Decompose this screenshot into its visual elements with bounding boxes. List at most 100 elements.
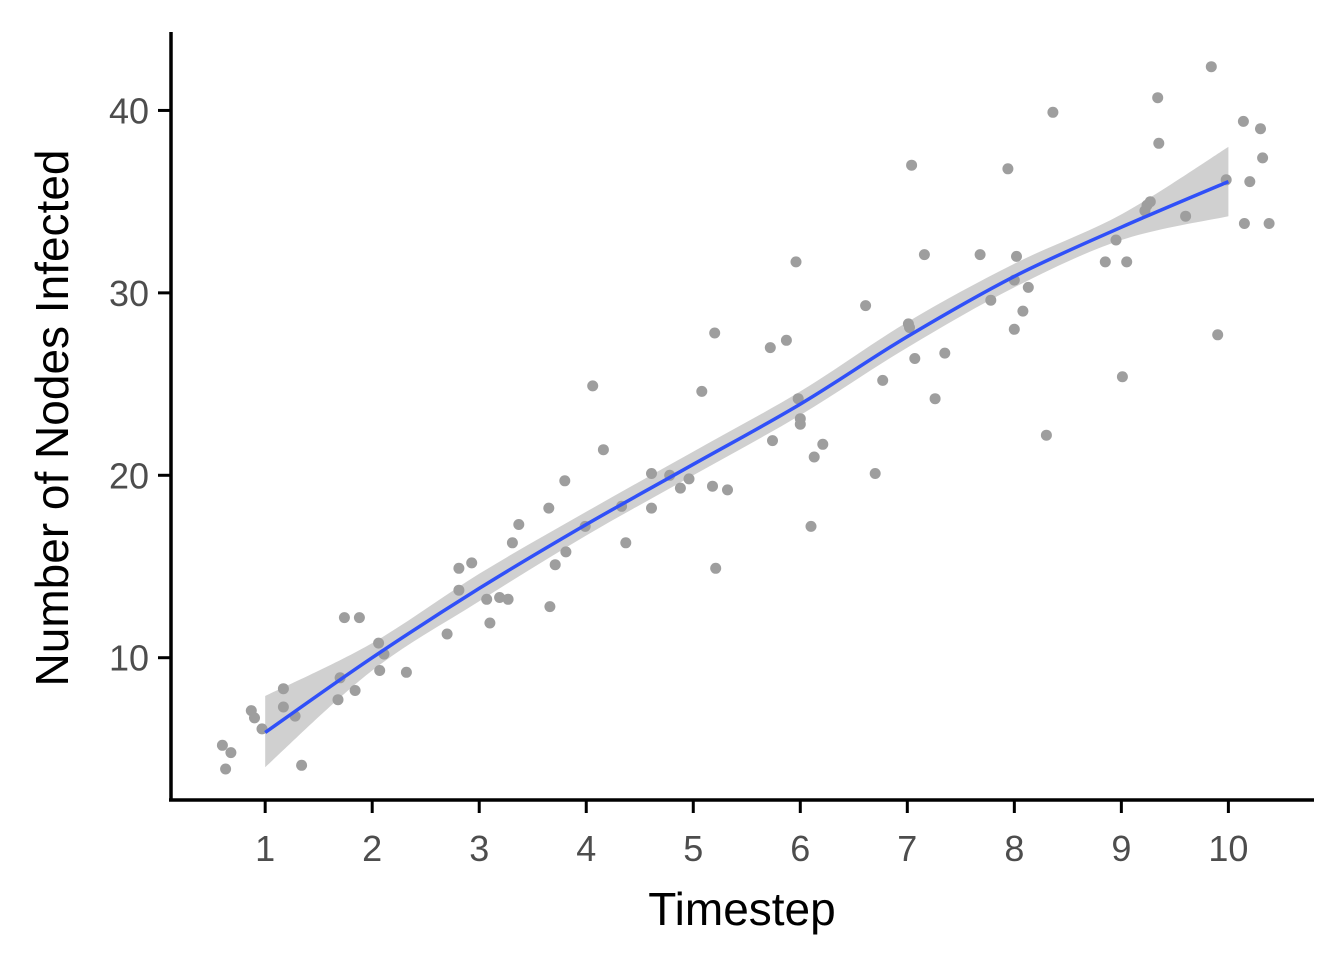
data-point xyxy=(453,584,465,596)
data-point xyxy=(441,628,453,640)
data-point xyxy=(1116,371,1128,383)
data-point xyxy=(296,759,308,771)
data-point xyxy=(974,249,986,261)
data-point xyxy=(1153,137,1165,149)
data-point xyxy=(225,747,237,759)
x-tick-label: 6 xyxy=(790,828,810,869)
data-point xyxy=(696,385,708,397)
data-point xyxy=(906,159,918,171)
data-points-layer xyxy=(216,61,1275,775)
smooth-line-layer xyxy=(264,179,1230,734)
data-point xyxy=(1047,106,1059,118)
data-point xyxy=(544,601,556,613)
data-point xyxy=(985,294,997,306)
data-point xyxy=(543,502,555,514)
data-point xyxy=(1212,329,1224,341)
data-point xyxy=(764,342,776,354)
data-point xyxy=(860,300,872,312)
data-point xyxy=(332,694,344,706)
data-point xyxy=(808,451,820,463)
data-point xyxy=(767,435,778,447)
smooth-trend-line xyxy=(264,179,1230,734)
data-point xyxy=(1008,323,1020,335)
data-point xyxy=(1238,218,1250,229)
y-tick-label: 30 xyxy=(109,273,149,314)
x-tick-label: 2 xyxy=(362,828,382,869)
data-point xyxy=(939,347,951,359)
data-point xyxy=(707,480,718,492)
data-point xyxy=(1121,256,1133,268)
data-point xyxy=(1257,152,1269,164)
data-point xyxy=(466,557,478,569)
data-point xyxy=(277,701,289,713)
x-tick-label: 3 xyxy=(469,828,489,869)
data-point xyxy=(453,562,465,574)
x-tick-label: 1 xyxy=(255,828,275,869)
data-point xyxy=(587,380,599,392)
data-point xyxy=(909,353,921,364)
data-point xyxy=(353,612,365,624)
data-point xyxy=(869,468,881,479)
confidence-band xyxy=(265,146,1229,768)
data-point xyxy=(513,519,525,530)
data-point xyxy=(1263,218,1275,229)
data-point xyxy=(277,683,289,695)
data-point xyxy=(780,334,792,346)
data-point xyxy=(709,327,721,339)
data-point xyxy=(710,562,722,574)
axes-layer xyxy=(169,32,1314,802)
data-point xyxy=(792,393,804,405)
data-point xyxy=(597,444,609,456)
y-tick-label: 10 xyxy=(109,638,149,679)
data-point xyxy=(1144,196,1156,208)
x-axis-title: Timestep xyxy=(648,883,835,935)
data-point xyxy=(790,256,802,268)
y-axis-title: Number of Nodes Infected xyxy=(26,150,78,687)
x-tick-label: 7 xyxy=(897,828,917,869)
data-point xyxy=(1040,429,1052,441)
data-point xyxy=(1017,305,1029,317)
data-point xyxy=(904,322,915,333)
data-point xyxy=(620,537,632,549)
data-point xyxy=(560,546,572,558)
data-point xyxy=(338,612,350,624)
data-point xyxy=(494,592,506,603)
data-point xyxy=(373,637,385,649)
data-point xyxy=(374,665,386,676)
data-point xyxy=(929,393,941,405)
data-point xyxy=(722,484,733,496)
confidence-band-layer xyxy=(265,146,1229,768)
data-point xyxy=(817,438,829,450)
data-point xyxy=(559,475,571,487)
data-point xyxy=(502,593,514,605)
data-point xyxy=(1002,163,1014,175)
data-point xyxy=(1244,176,1256,188)
data-point xyxy=(1110,234,1122,246)
data-point xyxy=(220,763,232,775)
data-point xyxy=(646,502,657,514)
x-tick-label: 4 xyxy=(576,828,596,869)
data-point xyxy=(349,685,361,696)
data-point xyxy=(1099,256,1111,268)
y-tick-label: 40 xyxy=(109,90,149,131)
ticks-layer: 1 2 3 4 5 6 7 8 9 10 10 20 30 40 xyxy=(109,90,1248,869)
data-point xyxy=(249,712,260,724)
data-point xyxy=(400,666,412,678)
data-point xyxy=(506,537,518,549)
data-point xyxy=(1205,61,1217,73)
data-point xyxy=(1237,115,1249,127)
x-tick-label: 5 xyxy=(683,828,703,869)
data-point xyxy=(646,468,657,479)
data-point xyxy=(1022,281,1034,293)
x-tick-label: 10 xyxy=(1208,828,1248,869)
x-tick-label: 8 xyxy=(1004,828,1024,869)
data-point xyxy=(794,418,806,430)
data-point xyxy=(1180,210,1192,222)
data-point xyxy=(481,593,493,605)
data-point xyxy=(683,473,695,485)
data-point xyxy=(216,739,228,751)
data-point xyxy=(1255,123,1266,135)
y-tick-label: 20 xyxy=(109,455,149,496)
data-point xyxy=(674,482,686,494)
